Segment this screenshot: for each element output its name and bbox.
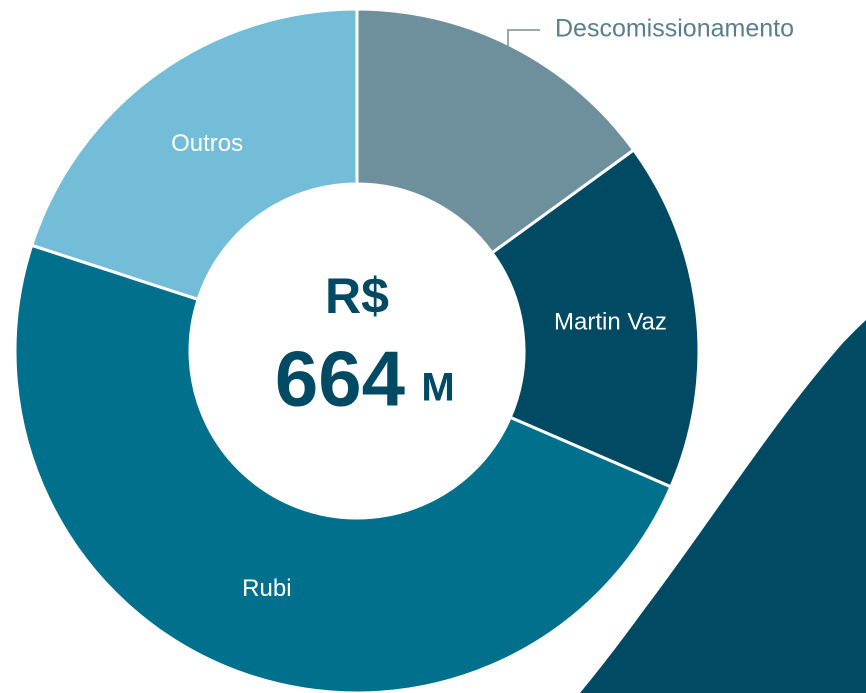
center-unit: M bbox=[421, 366, 454, 410]
slice-label: Descomissionamento bbox=[555, 15, 794, 43]
donut-slice bbox=[29, 7, 359, 302]
donut-slice bbox=[490, 147, 701, 489]
donut-slice bbox=[13, 243, 673, 693]
leader-line bbox=[507, 29, 540, 46]
donut-slice bbox=[355, 7, 636, 255]
center-currency: R$ bbox=[325, 268, 389, 324]
center-amount: 664 bbox=[275, 335, 405, 423]
slice-label: Outros bbox=[171, 130, 243, 157]
slice-label: Martin Vaz bbox=[554, 308, 667, 335]
wave-gap bbox=[551, 291, 866, 693]
slice-label: Rubi bbox=[242, 575, 291, 602]
